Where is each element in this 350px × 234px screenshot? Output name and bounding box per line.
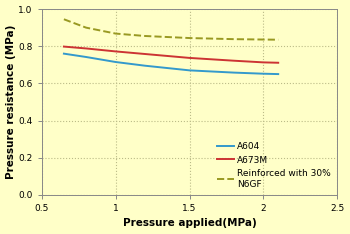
- Y-axis label: Pressure resistance (MPa): Pressure resistance (MPa): [6, 25, 15, 179]
- Legend: A604, A673M, Reinforced with 30%
N6GF: A604, A673M, Reinforced with 30% N6GF: [216, 140, 333, 190]
- A673M: [276, 61, 280, 64]
- A604: [62, 52, 66, 55]
- A673M: [62, 45, 66, 48]
- X-axis label: Pressure applied(MPa): Pressure applied(MPa): [122, 219, 257, 228]
- A604: [276, 73, 280, 76]
- Reinforced with 30%
N6GF: [232, 38, 236, 40]
- A604: [261, 72, 266, 75]
- Reinforced with 30%
N6GF: [143, 35, 147, 37]
- Reinforced with 30%
N6GF: [84, 26, 88, 29]
- Line: A673M: A673M: [64, 47, 278, 63]
- A604: [113, 61, 118, 63]
- Reinforced with 30%
N6GF: [261, 38, 266, 41]
- A673M: [232, 59, 236, 62]
- A673M: [84, 47, 88, 50]
- A604: [188, 69, 192, 72]
- A604: [232, 71, 236, 74]
- Line: Reinforced with 30%
N6GF: Reinforced with 30% N6GF: [64, 19, 278, 40]
- Reinforced with 30%
N6GF: [62, 18, 66, 21]
- A673M: [261, 61, 266, 64]
- A604: [143, 64, 147, 67]
- Reinforced with 30%
N6GF: [188, 37, 192, 40]
- Line: A604: A604: [64, 54, 278, 74]
- Reinforced with 30%
N6GF: [113, 32, 118, 35]
- Reinforced with 30%
N6GF: [276, 38, 280, 41]
- A673M: [188, 57, 192, 59]
- A604: [84, 56, 88, 58]
- A673M: [113, 50, 118, 53]
- A673M: [143, 53, 147, 55]
